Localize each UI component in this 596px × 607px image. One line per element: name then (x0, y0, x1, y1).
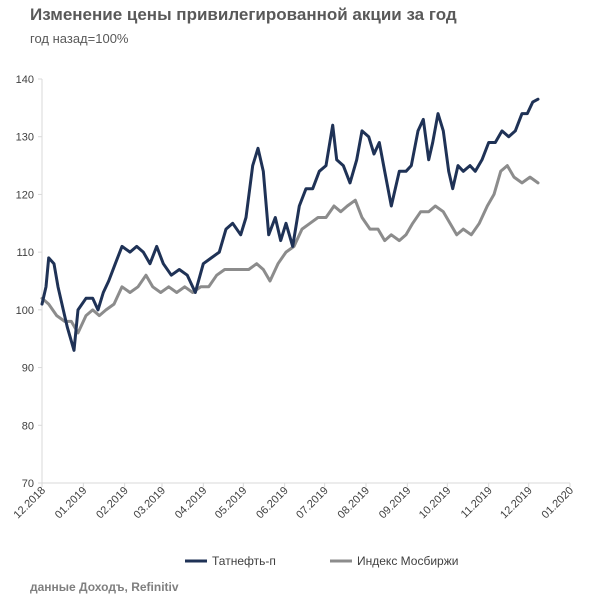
x-tick-label: 01.2020 (540, 485, 577, 522)
legend-label-tatneft: Татнефть-п (212, 554, 276, 568)
y-tick-label: 130 (16, 132, 34, 144)
x-tick-label: 04.2019 (173, 485, 210, 522)
y-tick-label: 140 (16, 74, 34, 86)
y-tick-label: 80 (22, 420, 34, 432)
chart-subtitle: год назад=100% (30, 31, 129, 46)
x-tick-label: 09.2019 (377, 485, 414, 522)
y-tick-label: 90 (22, 363, 34, 375)
y-tick-label: 70 (22, 478, 34, 490)
x-tick-label: 10.2019 (417, 485, 454, 522)
x-tick-label: 01.2019 (53, 485, 90, 522)
series-line-tatneft (40, 97, 540, 352)
x-tick-label: 12.2019 (498, 485, 535, 522)
y-tick-label: 110 (16, 247, 34, 259)
x-tick-label: 07.2019 (294, 485, 331, 522)
x-tick-label: 05.2019 (213, 485, 250, 522)
x-axis: 12.2018 01.2019 02.2019 03.2019 04.2019 05.20… (12, 482, 577, 522)
legend-label-moex: Индекс Мосбиржи (357, 554, 458, 568)
y-tick-label: 100 (16, 305, 34, 317)
x-tick-label: 12.2018 (12, 485, 49, 522)
y-tick-label: 120 (16, 189, 34, 201)
x-tick-label: 11.2019 (459, 485, 495, 521)
chart-title: Изменение цены привилегированной акции з… (30, 5, 457, 24)
x-tick-label: 06.2019 (254, 485, 291, 522)
x-tick-label: 08.2019 (336, 485, 373, 522)
plot-area (40, 97, 540, 352)
x-tick-label: 03.2019 (132, 485, 169, 522)
series-line-moex (40, 164, 540, 335)
legend: Татнефть-п Индекс Мосбиржи (185, 554, 458, 568)
x-tick-label: 02.2019 (94, 485, 131, 522)
data-source: данные Доходъ, Refinitiv (30, 580, 179, 594)
y-axis: 70 80 90 100 110 120 130 140 (16, 74, 43, 490)
